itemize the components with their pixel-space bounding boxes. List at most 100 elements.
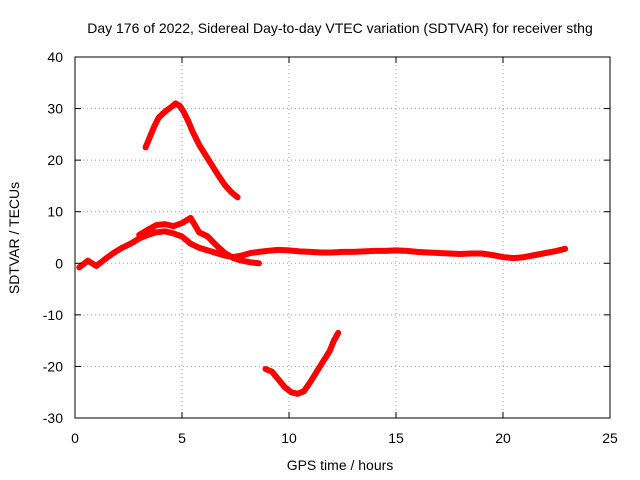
data-point [521,254,527,260]
data-point [151,124,157,130]
data-point [190,129,196,135]
x-tick-label: 10 [281,430,297,446]
data-point [275,247,281,253]
data-point [205,247,211,253]
data-point [196,229,202,235]
data-point [228,189,234,195]
series-upper-arc [142,100,241,201]
data-point [136,232,142,238]
data-point [543,250,549,256]
data-point [164,107,170,113]
data-point [562,246,568,252]
data-point [179,233,185,239]
data-point [119,245,125,251]
data-point [179,220,185,226]
data-point [215,173,221,179]
data-point [205,233,211,239]
data-series [76,100,569,397]
data-point [177,103,183,109]
chart-title: Day 176 of 2022, Sidereal Day-to-day VTE… [87,20,593,36]
data-point [203,152,209,158]
data-point [230,255,236,261]
data-point [222,182,228,188]
data-point [256,260,262,266]
data-point [288,389,294,395]
data-point [162,228,168,234]
x-tick-label: 5 [178,430,186,446]
data-point [181,110,187,116]
data-point [196,245,202,251]
data-point [329,249,335,255]
data-point [155,115,161,121]
data-point [262,366,268,372]
data-point [143,144,149,150]
data-point [188,215,194,221]
x-tick-label: 25 [602,430,618,446]
data-point [331,338,337,344]
data-point [372,248,378,254]
data-point [162,221,168,227]
y-tick-label: 30 [47,101,63,117]
data-point [436,250,442,256]
data-point [145,227,151,233]
data-point [532,252,538,258]
data-point [335,330,341,336]
series-lower-arc [262,329,342,397]
data-point [307,379,313,385]
data-point [213,250,219,256]
data-point [327,348,333,354]
data-point [318,249,324,255]
y-tick-label: -20 [43,358,63,374]
data-point [269,369,275,375]
plot-frame [74,56,611,419]
data-point [102,256,108,262]
data-point [239,253,245,259]
data-point [239,258,245,264]
data-point [247,250,253,256]
data-point [256,249,262,255]
data-point [361,248,367,254]
data-point [468,250,474,256]
data-point [222,250,228,256]
y-tick-label: 10 [47,204,63,220]
data-point [147,134,153,140]
data-point [247,259,253,265]
data-point [404,248,410,254]
data-point [196,142,202,148]
data-point [275,376,281,382]
data-point [307,249,313,255]
data-point [282,384,288,390]
data-point [393,247,399,253]
data-point [286,247,292,253]
x-axis-title: GPS time / hours [287,457,394,473]
data-point [168,104,174,110]
data-point [301,388,307,394]
data-point [76,264,82,270]
data-point [500,254,506,260]
data-point [170,230,176,236]
y-tick-label: 20 [47,152,63,168]
y-tick-label: 0 [55,255,63,271]
data-point [235,194,241,200]
data-point [188,241,194,247]
data-point [160,111,166,117]
y-tick-label: -30 [43,410,63,426]
data-point [128,241,134,247]
data-point [447,250,452,256]
data-point [173,100,179,106]
data-point [382,248,388,254]
data-point [209,162,215,168]
series-main-band-high [136,214,262,267]
data-point [297,248,303,254]
data-point [425,249,431,255]
y-axis-title: SDTVAR / TECUs [6,182,22,294]
data-point [170,223,176,229]
data-point [93,263,99,269]
data-point [457,251,463,257]
data-point [185,118,191,124]
data-point [295,391,301,397]
data-point [511,255,517,261]
data-point [153,229,159,235]
data-point [85,258,91,264]
data-point [350,249,356,255]
